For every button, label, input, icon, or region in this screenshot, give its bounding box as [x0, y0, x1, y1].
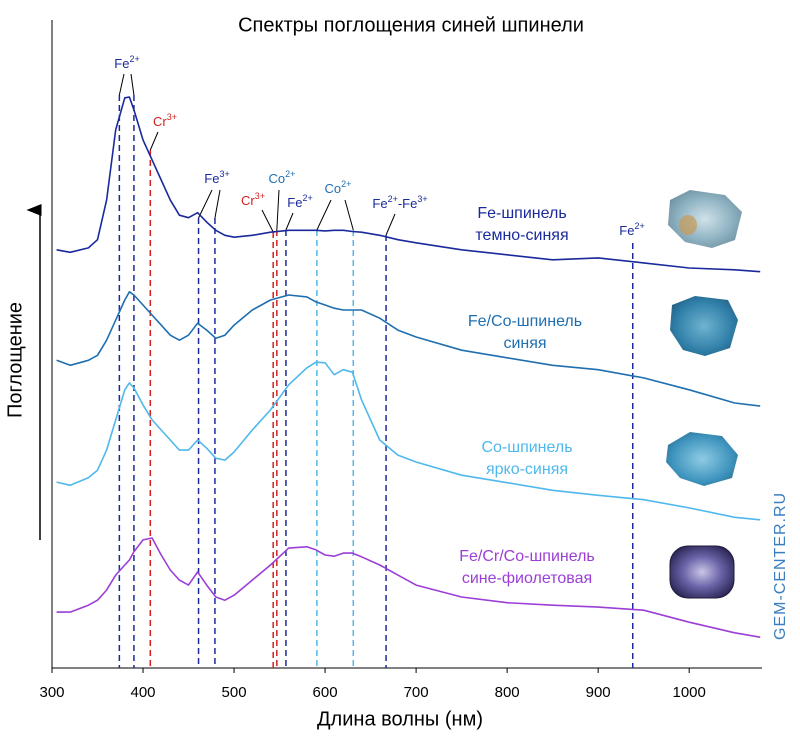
- series-description: синяя: [503, 335, 546, 352]
- annotation-label: Cr3+: [153, 112, 177, 129]
- x-tick-label: 800: [495, 684, 520, 701]
- annotation-text: Fe: [114, 56, 129, 71]
- gem-photo: [669, 545, 735, 599]
- spectrum-line: [56, 361, 761, 521]
- annotation-superscript: 3+: [417, 194, 427, 204]
- annotation-label: Fe2+: [114, 54, 139, 71]
- gem-photo: [668, 190, 742, 248]
- annotation-text: Fe: [619, 223, 634, 238]
- annotation-text: Fe: [287, 195, 302, 210]
- annotation-text: Fe: [204, 171, 219, 186]
- annotation-leader: [285, 212, 294, 231]
- annotation-superscript: 3+: [167, 112, 177, 122]
- x-tick-label: 500: [222, 684, 247, 701]
- annotation-superscript: 2+: [388, 194, 398, 204]
- watermark: GEM-CENTER.RU: [772, 492, 789, 640]
- gem-photo: [666, 432, 738, 486]
- y-axis-label: Поглощение: [4, 302, 26, 418]
- x-tick-label: 600: [313, 684, 338, 701]
- annotation-leader: [316, 199, 332, 231]
- series-description: сине-фиолетовая: [462, 570, 592, 587]
- annotation-leader: [130, 73, 135, 96]
- spectrum-line: [56, 291, 761, 407]
- x-tick-label: 700: [404, 684, 429, 701]
- x-tick-label: 300: [39, 684, 64, 701]
- spectrum-line: [56, 96, 761, 273]
- annotation-label: Fe3+: [204, 169, 229, 186]
- annotation-label: Fe2+: [619, 221, 644, 238]
- annotation-superscript: 2+: [341, 179, 351, 189]
- annotation-superscript: 2+: [302, 193, 312, 203]
- x-axis-label: Длина волны (нм): [317, 708, 483, 730]
- annotation-text: Cr: [241, 193, 255, 208]
- annotation-text: Co: [269, 171, 286, 186]
- x-tick-label: 900: [586, 684, 611, 701]
- annotation-label: Co2+: [325, 179, 352, 196]
- x-tick-label: 400: [131, 684, 156, 701]
- series-label: Fe/Co-шпинель: [468, 313, 582, 330]
- spectrum-line: [56, 537, 761, 638]
- annotation-leader: [385, 213, 396, 236]
- annotation-leader: [214, 189, 221, 219]
- annotation-label: Fe2+: [287, 193, 312, 210]
- gem-photo-inclusion: [679, 215, 697, 235]
- series-description: ярко-синяя: [486, 461, 568, 478]
- annotation-superscript: 3+: [219, 169, 229, 179]
- annotation-leader: [198, 189, 213, 219]
- annotation-text: Co: [325, 181, 342, 196]
- annotation-leader: [149, 131, 159, 151]
- x-tick-label: 1000: [672, 684, 705, 701]
- annotation-text: -Fe: [398, 196, 418, 211]
- annotation-superscript: 2+: [634, 221, 644, 231]
- gem-photo: [670, 296, 738, 356]
- annotation-label: Co2+: [269, 169, 296, 186]
- annotation-leader: [118, 73, 125, 96]
- series-label: Fe-шпинель: [477, 205, 566, 222]
- annotation-superscript: 2+: [129, 54, 139, 64]
- annotation-label: Cr3+: [241, 191, 265, 208]
- annotation-leader: [261, 209, 274, 233]
- annotation-superscript: 2+: [285, 169, 295, 179]
- chart-title: Спектры поглощения синей шпинели: [238, 14, 584, 36]
- annotation-label: Fe2+-Fe3+: [372, 194, 427, 211]
- annotation-text: Cr: [153, 114, 167, 129]
- annotation-leader: [276, 189, 280, 231]
- series-label: Fe/Cr/Co-шпинель: [459, 548, 595, 565]
- annotation-superscript: 3+: [255, 191, 265, 201]
- annotation-leader: [344, 199, 354, 231]
- series-label: Co-шпинель: [481, 439, 572, 456]
- series-description: темно-синяя: [475, 227, 568, 244]
- annotation-text: Fe: [372, 196, 387, 211]
